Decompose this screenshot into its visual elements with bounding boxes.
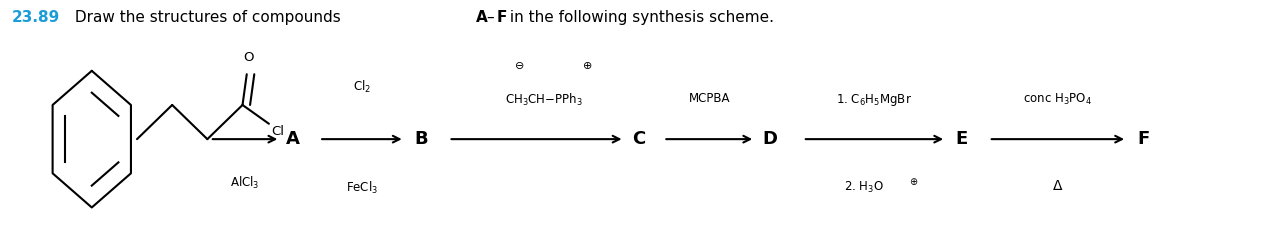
Text: 2. H$_3$O: 2. H$_3$O <box>844 179 884 194</box>
Text: Draw the structures of compounds: Draw the structures of compounds <box>70 10 346 25</box>
Text: conc H$_3$PO$_4$: conc H$_3$PO$_4$ <box>1023 92 1093 107</box>
Text: O: O <box>242 52 254 64</box>
Text: E: E <box>956 130 967 148</box>
Text: D: D <box>763 130 778 148</box>
Text: B: B <box>414 130 428 148</box>
Text: Cl: Cl <box>272 125 284 138</box>
Text: $\oplus$: $\oplus$ <box>581 60 591 71</box>
Text: 23.89: 23.89 <box>11 10 60 25</box>
Text: $\ominus$: $\ominus$ <box>514 60 524 71</box>
Text: C: C <box>632 130 645 148</box>
Text: in the following synthesis scheme.: in the following synthesis scheme. <box>505 10 774 25</box>
Text: –: – <box>486 10 494 25</box>
Text: CH$_3$CH−PPh$_3$: CH$_3$CH−PPh$_3$ <box>505 92 582 108</box>
Text: AlCl$_3$: AlCl$_3$ <box>231 175 260 191</box>
Text: A: A <box>286 130 299 148</box>
Text: 1. C$_6$H$_5$MgBr: 1. C$_6$H$_5$MgBr <box>836 92 912 108</box>
Text: Δ: Δ <box>1053 179 1062 193</box>
Text: MCPBA: MCPBA <box>689 92 730 105</box>
Text: A: A <box>476 10 489 25</box>
Text: F: F <box>1137 130 1150 148</box>
Text: $\oplus$: $\oplus$ <box>909 176 917 187</box>
Text: FeCl$_3$: FeCl$_3$ <box>346 179 378 195</box>
Text: F: F <box>496 10 506 25</box>
Text: Cl$_2$: Cl$_2$ <box>353 79 371 95</box>
